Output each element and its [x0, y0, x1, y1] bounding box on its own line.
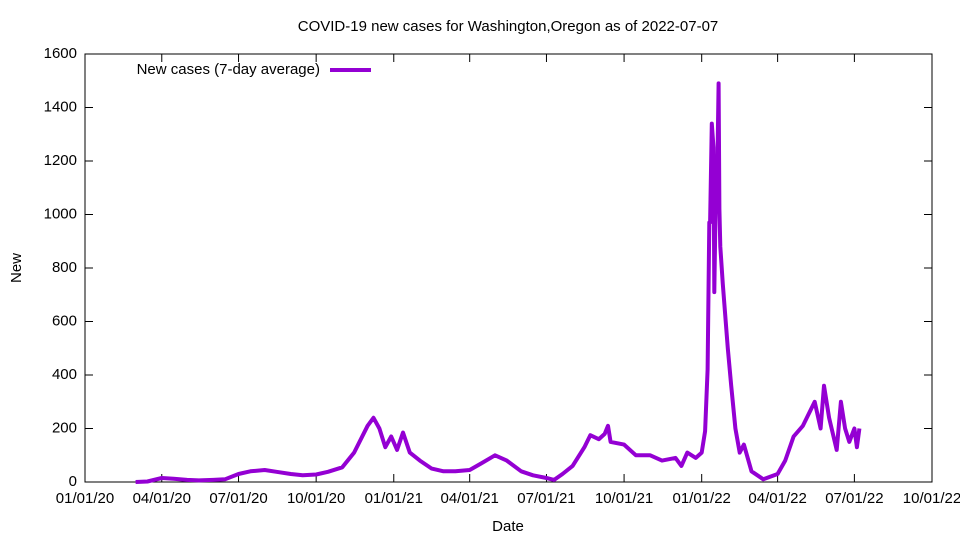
x-tick-label: 10/01/22	[903, 490, 960, 507]
y-tick-label: 1200	[44, 152, 77, 169]
x-tick-label: 04/01/22	[748, 490, 806, 507]
y-tick-label: 1400	[44, 98, 77, 115]
y-tick-label: 400	[52, 366, 77, 383]
x-tick-label: 04/01/20	[133, 490, 191, 507]
x-tick-label: 07/01/22	[825, 490, 883, 507]
x-tick-label: 07/01/21	[517, 490, 575, 507]
x-tick-label: 01/01/22	[672, 490, 730, 507]
y-tick-label: 200	[52, 419, 77, 436]
x-tick-label: 01/01/21	[365, 490, 423, 507]
y-tick-label: 800	[52, 259, 77, 276]
x-axis-label: Date	[492, 518, 524, 535]
x-tick-label: 07/01/20	[209, 490, 267, 507]
y-tick-label: 1600	[44, 45, 77, 62]
x-tick-label: 10/01/20	[287, 490, 345, 507]
y-tick-label: 1000	[44, 205, 77, 222]
y-tick-label: 600	[52, 312, 77, 329]
data-line	[135, 81, 862, 484]
y-tick-label: 0	[69, 473, 77, 490]
chart-title: COVID-19 new cases for Washington,Oregon…	[298, 18, 719, 35]
x-tick-label: 01/01/20	[56, 490, 114, 507]
legend-label: New cases (7-day average)	[137, 61, 320, 78]
y-axis-label: New	[8, 253, 25, 283]
x-tick-label: 04/01/21	[440, 490, 498, 507]
x-tick-label: 10/01/21	[595, 490, 653, 507]
